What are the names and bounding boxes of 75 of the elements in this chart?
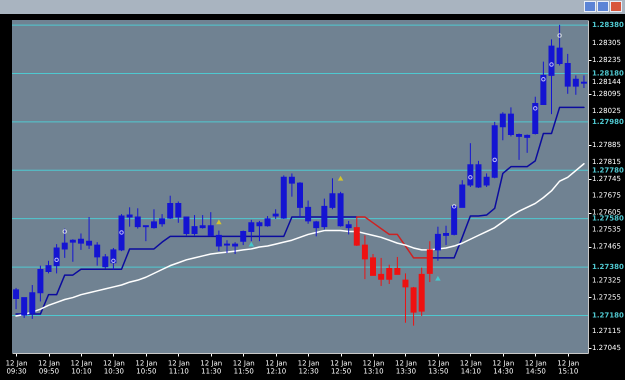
candlestick xyxy=(37,265,44,302)
candlestick xyxy=(224,240,230,254)
point xyxy=(557,33,562,38)
candlestick xyxy=(313,220,320,237)
candlestick xyxy=(564,53,571,94)
point xyxy=(492,158,497,162)
candlestick xyxy=(329,178,336,210)
candlestick xyxy=(94,242,100,266)
candlestick xyxy=(248,219,254,242)
point xyxy=(111,258,116,264)
candlestick xyxy=(524,134,530,154)
candlestick xyxy=(70,238,76,262)
point xyxy=(452,204,456,209)
candlestick xyxy=(134,208,141,230)
candlestick xyxy=(321,198,328,230)
candlestick xyxy=(467,142,474,188)
point xyxy=(468,175,473,180)
point xyxy=(541,77,546,82)
candlestick xyxy=(362,234,368,280)
candlestick xyxy=(272,208,279,220)
point xyxy=(216,219,222,224)
point xyxy=(435,276,441,281)
candlestick xyxy=(459,180,466,208)
candlestick xyxy=(305,200,312,224)
candlestick xyxy=(516,133,522,160)
candlestick xyxy=(264,216,271,228)
point xyxy=(533,106,538,111)
candlestick xyxy=(54,244,60,274)
candlestick xyxy=(78,232,84,250)
point xyxy=(338,176,344,181)
candlestick xyxy=(29,284,36,320)
candlestick xyxy=(102,254,108,270)
candlestick xyxy=(475,160,482,188)
candlestick xyxy=(484,172,490,188)
candlestick xyxy=(288,172,295,198)
candlestick xyxy=(354,216,360,247)
candlestick xyxy=(200,214,206,230)
candlestick xyxy=(500,112,506,141)
candlestick xyxy=(21,297,28,318)
candlestick xyxy=(394,256,400,275)
candlestick xyxy=(46,260,52,274)
candlestick xyxy=(159,214,166,228)
candlestick xyxy=(192,214,198,236)
candlestick xyxy=(346,220,352,235)
candlestick xyxy=(208,212,214,237)
point xyxy=(119,230,124,235)
candlestick xyxy=(62,228,68,258)
point xyxy=(248,242,254,246)
candlestick xyxy=(126,206,133,228)
candlestick xyxy=(175,201,182,224)
candlestick xyxy=(167,195,174,220)
candlestick xyxy=(426,240,433,283)
candlestick xyxy=(572,74,579,96)
candlestick xyxy=(378,257,384,286)
candlestick xyxy=(86,216,92,250)
point xyxy=(54,258,59,262)
candlestick xyxy=(142,225,149,242)
candlestick xyxy=(580,74,587,89)
candlestick xyxy=(13,287,20,310)
candlestick xyxy=(150,208,157,230)
candlestick xyxy=(216,230,222,252)
line-series xyxy=(15,163,585,317)
candlestick xyxy=(434,226,441,262)
candlestick xyxy=(183,216,190,236)
candlestick xyxy=(256,220,262,242)
candlestick xyxy=(386,264,392,285)
point xyxy=(62,229,67,234)
candlestick xyxy=(240,230,246,246)
candlestick xyxy=(556,24,563,66)
candlestick xyxy=(232,242,238,255)
candlestick xyxy=(443,225,450,246)
candlestick xyxy=(402,272,408,324)
point xyxy=(549,62,554,67)
candlestick xyxy=(508,106,514,137)
candlestick xyxy=(370,254,376,276)
